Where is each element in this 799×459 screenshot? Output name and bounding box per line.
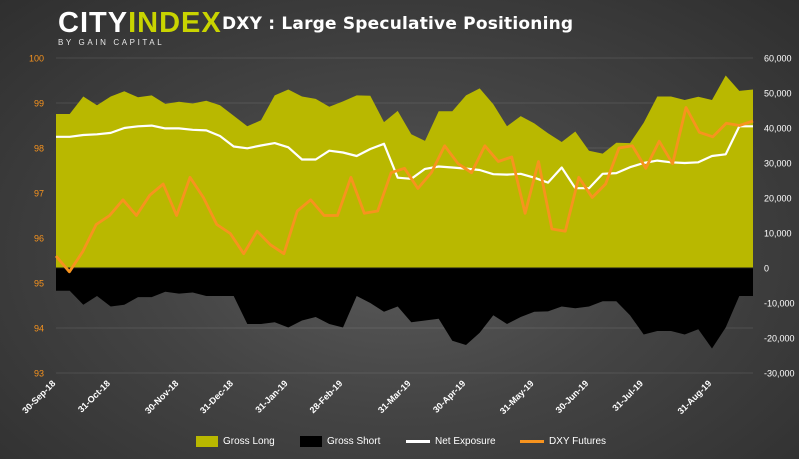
right-tick-label-4: 10,000 bbox=[764, 229, 792, 239]
legend-swatch-dxy-futures bbox=[520, 439, 544, 443]
left-tick-label-3: 96 bbox=[34, 234, 44, 244]
right-tick-label-2: -10,000 bbox=[764, 299, 795, 309]
logo-index-text: INDEX bbox=[128, 7, 222, 39]
left-tick-label-2: 95 bbox=[34, 279, 44, 289]
logo-subtitle: BY GAIN CAPITAL bbox=[58, 38, 165, 47]
left-tick-label-7: 100 bbox=[29, 54, 44, 64]
x-tick-label-3: 31-Dec-18 bbox=[198, 378, 235, 415]
x-tick-label-5: 28-Feb-19 bbox=[308, 378, 345, 415]
legend-item-net-exposure: Net Exposure bbox=[406, 433, 496, 449]
right-tick-label-8: 50,000 bbox=[764, 89, 792, 99]
right-tick-label-3: 0 bbox=[764, 264, 769, 274]
legend-swatch-net-exposure bbox=[406, 439, 430, 443]
legend-label-gross-short: Gross Short bbox=[327, 435, 381, 447]
legend-item-gross-short: Gross Short bbox=[300, 433, 380, 449]
chart-title: DXY : Large Speculative Positioning bbox=[222, 14, 574, 34]
right-tick-label-1: -20,000 bbox=[764, 334, 795, 344]
right-tick-label-9: 60,000 bbox=[764, 54, 792, 64]
right-axis: -30,000 -20,000 -10,000 0 10,000 20,000 30,000… bbox=[764, 54, 795, 379]
legend-item-gross-long: Gross Long bbox=[196, 433, 275, 449]
right-tick-label-6: 30,000 bbox=[764, 159, 792, 169]
gross-short-area bbox=[56, 268, 753, 349]
x-tick-label-7: 30-Apr-19 bbox=[431, 378, 467, 414]
chart-legend: Gross Long Gross Short Net Exposure DXY … bbox=[0, 433, 799, 449]
right-tick-label-0: -30,000 bbox=[764, 369, 795, 379]
x-tick-label-8: 31-May-19 bbox=[498, 378, 536, 416]
left-tick-label-4: 97 bbox=[34, 189, 44, 199]
x-tick-label-10: 31-Jul-19 bbox=[610, 378, 645, 413]
legend-label-gross-long: Gross Long bbox=[223, 435, 275, 447]
left-tick-label-1: 94 bbox=[34, 324, 44, 334]
legend-swatch-gross-long bbox=[196, 435, 218, 447]
gross-long-area bbox=[56, 75, 753, 268]
area-series bbox=[56, 75, 753, 349]
right-tick-label-5: 20,000 bbox=[764, 194, 792, 204]
legend-label-net-exposure: Net Exposure bbox=[435, 435, 496, 447]
cityindex-logo: CITYINDEX BY GAIN CAPITAL bbox=[58, 7, 221, 47]
x-tick-label-6: 31-Mar-19 bbox=[376, 378, 413, 415]
logo-wordmark: CITYINDEX bbox=[58, 7, 221, 39]
x-tick-label-4: 31-Jan-19 bbox=[253, 378, 289, 414]
legend-swatch-gross-short bbox=[300, 435, 322, 447]
left-tick-label-0: 93 bbox=[34, 369, 44, 379]
x-tick-label-0: 30-Sep-18 bbox=[20, 378, 57, 415]
x-tick-label-1: 31-Oct-18 bbox=[76, 378, 112, 414]
legend-label-dxy-futures: DXY Futures bbox=[549, 435, 607, 447]
right-tick-label-7: 40,000 bbox=[764, 124, 792, 134]
x-tick-label-11: 31-Aug-19 bbox=[676, 378, 714, 416]
left-axis: 93 94 95 96 97 98 99 100 bbox=[29, 54, 44, 379]
line-series bbox=[54, 106, 754, 274]
x-axis: 30-Sep-18 31-Oct-18 30-Nov-18 31-Dec-18 31-J… bbox=[20, 378, 713, 416]
left-tick-label-6: 99 bbox=[34, 99, 44, 109]
legend-item-dxy-futures: DXY Futures bbox=[520, 433, 606, 449]
logo-city-text: CITY bbox=[58, 7, 129, 39]
dxy-futures-line bbox=[54, 106, 754, 274]
x-tick-label-2: 30-Nov-18 bbox=[143, 378, 180, 415]
left-tick-label-5: 98 bbox=[34, 144, 44, 154]
net-exposure-line bbox=[56, 124, 753, 190]
x-tick-label-9: 30-Jun-19 bbox=[554, 378, 591, 415]
